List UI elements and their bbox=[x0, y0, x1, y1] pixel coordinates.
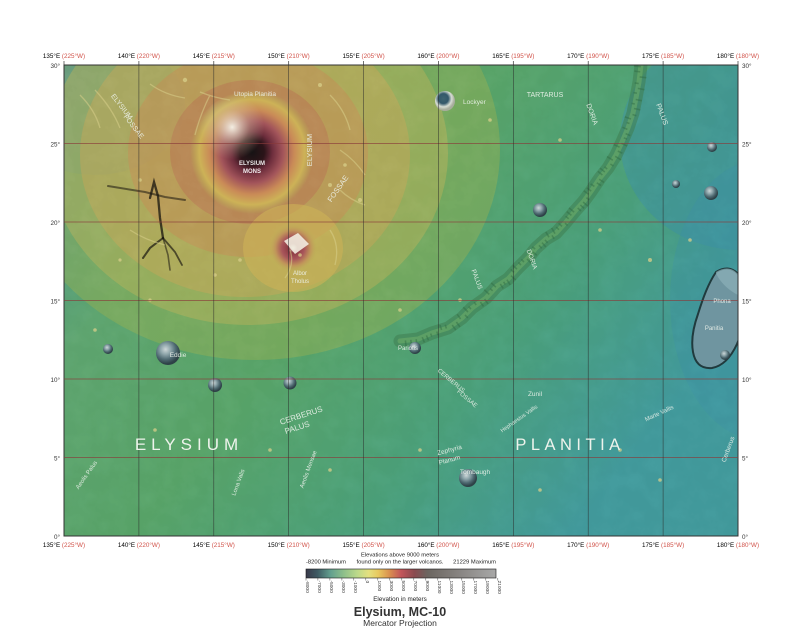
svg-text:145°E (215°W): 145°E (215°W) bbox=[193, 52, 235, 60]
svg-text:Mercator Projection: Mercator Projection bbox=[363, 618, 437, 628]
svg-text:170°E (190°W): 170°E (190°W) bbox=[567, 541, 609, 549]
svg-text:0: 0 bbox=[364, 581, 370, 584]
svg-text:TARTARUS: TARTARUS bbox=[527, 92, 564, 99]
svg-text:180°E (180°W): 180°E (180°W) bbox=[717, 541, 759, 549]
svg-text:-7000: -7000 bbox=[316, 581, 322, 594]
svg-text:21229 Maximum: 21229 Maximum bbox=[453, 560, 496, 566]
svg-text:Eddie: Eddie bbox=[170, 352, 187, 359]
svg-text:165°E (195°W): 165°E (195°W) bbox=[492, 541, 534, 549]
svg-text:160°E (200°W): 160°E (200°W) bbox=[417, 52, 459, 60]
svg-text:140°E (220°W): 140°E (220°W) bbox=[118, 541, 160, 549]
svg-text:20°: 20° bbox=[50, 219, 60, 227]
svg-text:5000: 5000 bbox=[400, 581, 406, 592]
svg-text:175°E (185°W): 175°E (185°W) bbox=[642, 541, 684, 549]
svg-text:15000: 15000 bbox=[460, 581, 466, 595]
svg-text:0°: 0° bbox=[54, 533, 61, 541]
svg-text:Pariotis: Pariotis bbox=[398, 346, 418, 352]
svg-text:155°E (205°W): 155°E (205°W) bbox=[343, 541, 385, 549]
svg-text:0°: 0° bbox=[742, 533, 749, 541]
svg-text:25°: 25° bbox=[50, 141, 60, 149]
svg-text:Utopia Planitia: Utopia Planitia bbox=[234, 91, 276, 98]
svg-text:7000: 7000 bbox=[412, 581, 418, 592]
svg-text:5°: 5° bbox=[54, 455, 61, 463]
svg-text:140°E (220°W): 140°E (220°W) bbox=[118, 52, 160, 60]
svg-text:1000: 1000 bbox=[376, 581, 382, 592]
svg-text:155°E (205°W): 155°E (205°W) bbox=[343, 52, 385, 60]
svg-text:Albor: Albor bbox=[293, 271, 307, 277]
svg-text:21000: 21000 bbox=[496, 581, 502, 595]
svg-text:20°: 20° bbox=[742, 219, 752, 227]
svg-text:Elysium, MC-10: Elysium, MC-10 bbox=[354, 605, 446, 619]
svg-text:-1000: -1000 bbox=[352, 581, 358, 594]
svg-text:Elevation in meters: Elevation in meters bbox=[373, 596, 427, 603]
svg-text:ELYSIUM: ELYSIUM bbox=[135, 435, 243, 454]
svg-text:10°: 10° bbox=[742, 376, 752, 384]
svg-text:15°: 15° bbox=[742, 298, 752, 306]
svg-text:135°E (225°W): 135°E (225°W) bbox=[43, 52, 85, 60]
svg-text:-8200 Minimum: -8200 Minimum bbox=[306, 560, 346, 566]
svg-text:ELYSIUM: ELYSIUM bbox=[239, 161, 265, 167]
svg-text:175°E (185°W): 175°E (185°W) bbox=[642, 52, 684, 60]
svg-text:11000: 11000 bbox=[436, 581, 442, 594]
svg-text:170°E (190°W): 170°E (190°W) bbox=[567, 52, 609, 60]
svg-text:Lockyer: Lockyer bbox=[463, 99, 487, 106]
svg-text:-8000: -8000 bbox=[304, 581, 310, 594]
svg-text:150°E (210°W): 150°E (210°W) bbox=[268, 52, 310, 60]
svg-text:Tombaugh: Tombaugh bbox=[460, 469, 491, 476]
svg-text:PLANITIA: PLANITIA bbox=[515, 436, 624, 454]
svg-text:Phona: Phona bbox=[713, 299, 731, 305]
svg-text:3000: 3000 bbox=[388, 581, 394, 592]
svg-text:145°E (215°W): 145°E (215°W) bbox=[193, 541, 235, 549]
svg-text:5°: 5° bbox=[742, 455, 749, 463]
svg-text:Zunil: Zunil bbox=[528, 391, 543, 398]
svg-text:-5000: -5000 bbox=[328, 581, 334, 594]
svg-text:found only on the larger volca: found only on the larger volcanos. bbox=[356, 560, 443, 566]
svg-text:150°E (210°W): 150°E (210°W) bbox=[268, 541, 310, 549]
svg-text:30°: 30° bbox=[50, 62, 60, 70]
svg-text:180°E (180°W): 180°E (180°W) bbox=[717, 52, 759, 60]
svg-text:MONS: MONS bbox=[243, 169, 261, 175]
svg-text:Elevations above 9000 meters: Elevations above 9000 meters bbox=[361, 553, 439, 559]
svg-text:Panitia: Panitia bbox=[705, 326, 724, 332]
svg-text:ELYSIUM: ELYSIUM bbox=[305, 134, 314, 166]
svg-text:Tholus: Tholus bbox=[291, 279, 309, 285]
svg-text:165°E (195°W): 165°E (195°W) bbox=[492, 52, 534, 60]
svg-text:13000: 13000 bbox=[448, 581, 454, 595]
svg-text:17000: 17000 bbox=[472, 581, 478, 595]
svg-text:15°: 15° bbox=[50, 298, 60, 306]
svg-text:19000: 19000 bbox=[484, 581, 490, 595]
svg-text:-3000: -3000 bbox=[340, 581, 346, 594]
svg-text:10°: 10° bbox=[50, 376, 60, 384]
svg-text:160°E (200°W): 160°E (200°W) bbox=[417, 541, 459, 549]
svg-text:30°: 30° bbox=[742, 62, 752, 70]
svg-text:25°: 25° bbox=[742, 141, 752, 149]
svg-text:135°E (225°W): 135°E (225°W) bbox=[43, 541, 85, 549]
svg-text:9000: 9000 bbox=[424, 581, 430, 592]
